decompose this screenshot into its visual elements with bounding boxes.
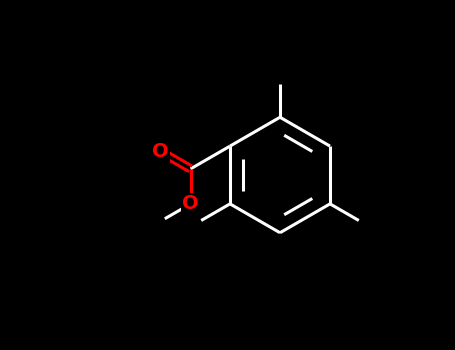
- Text: O: O: [152, 142, 169, 161]
- Text: O: O: [182, 194, 199, 214]
